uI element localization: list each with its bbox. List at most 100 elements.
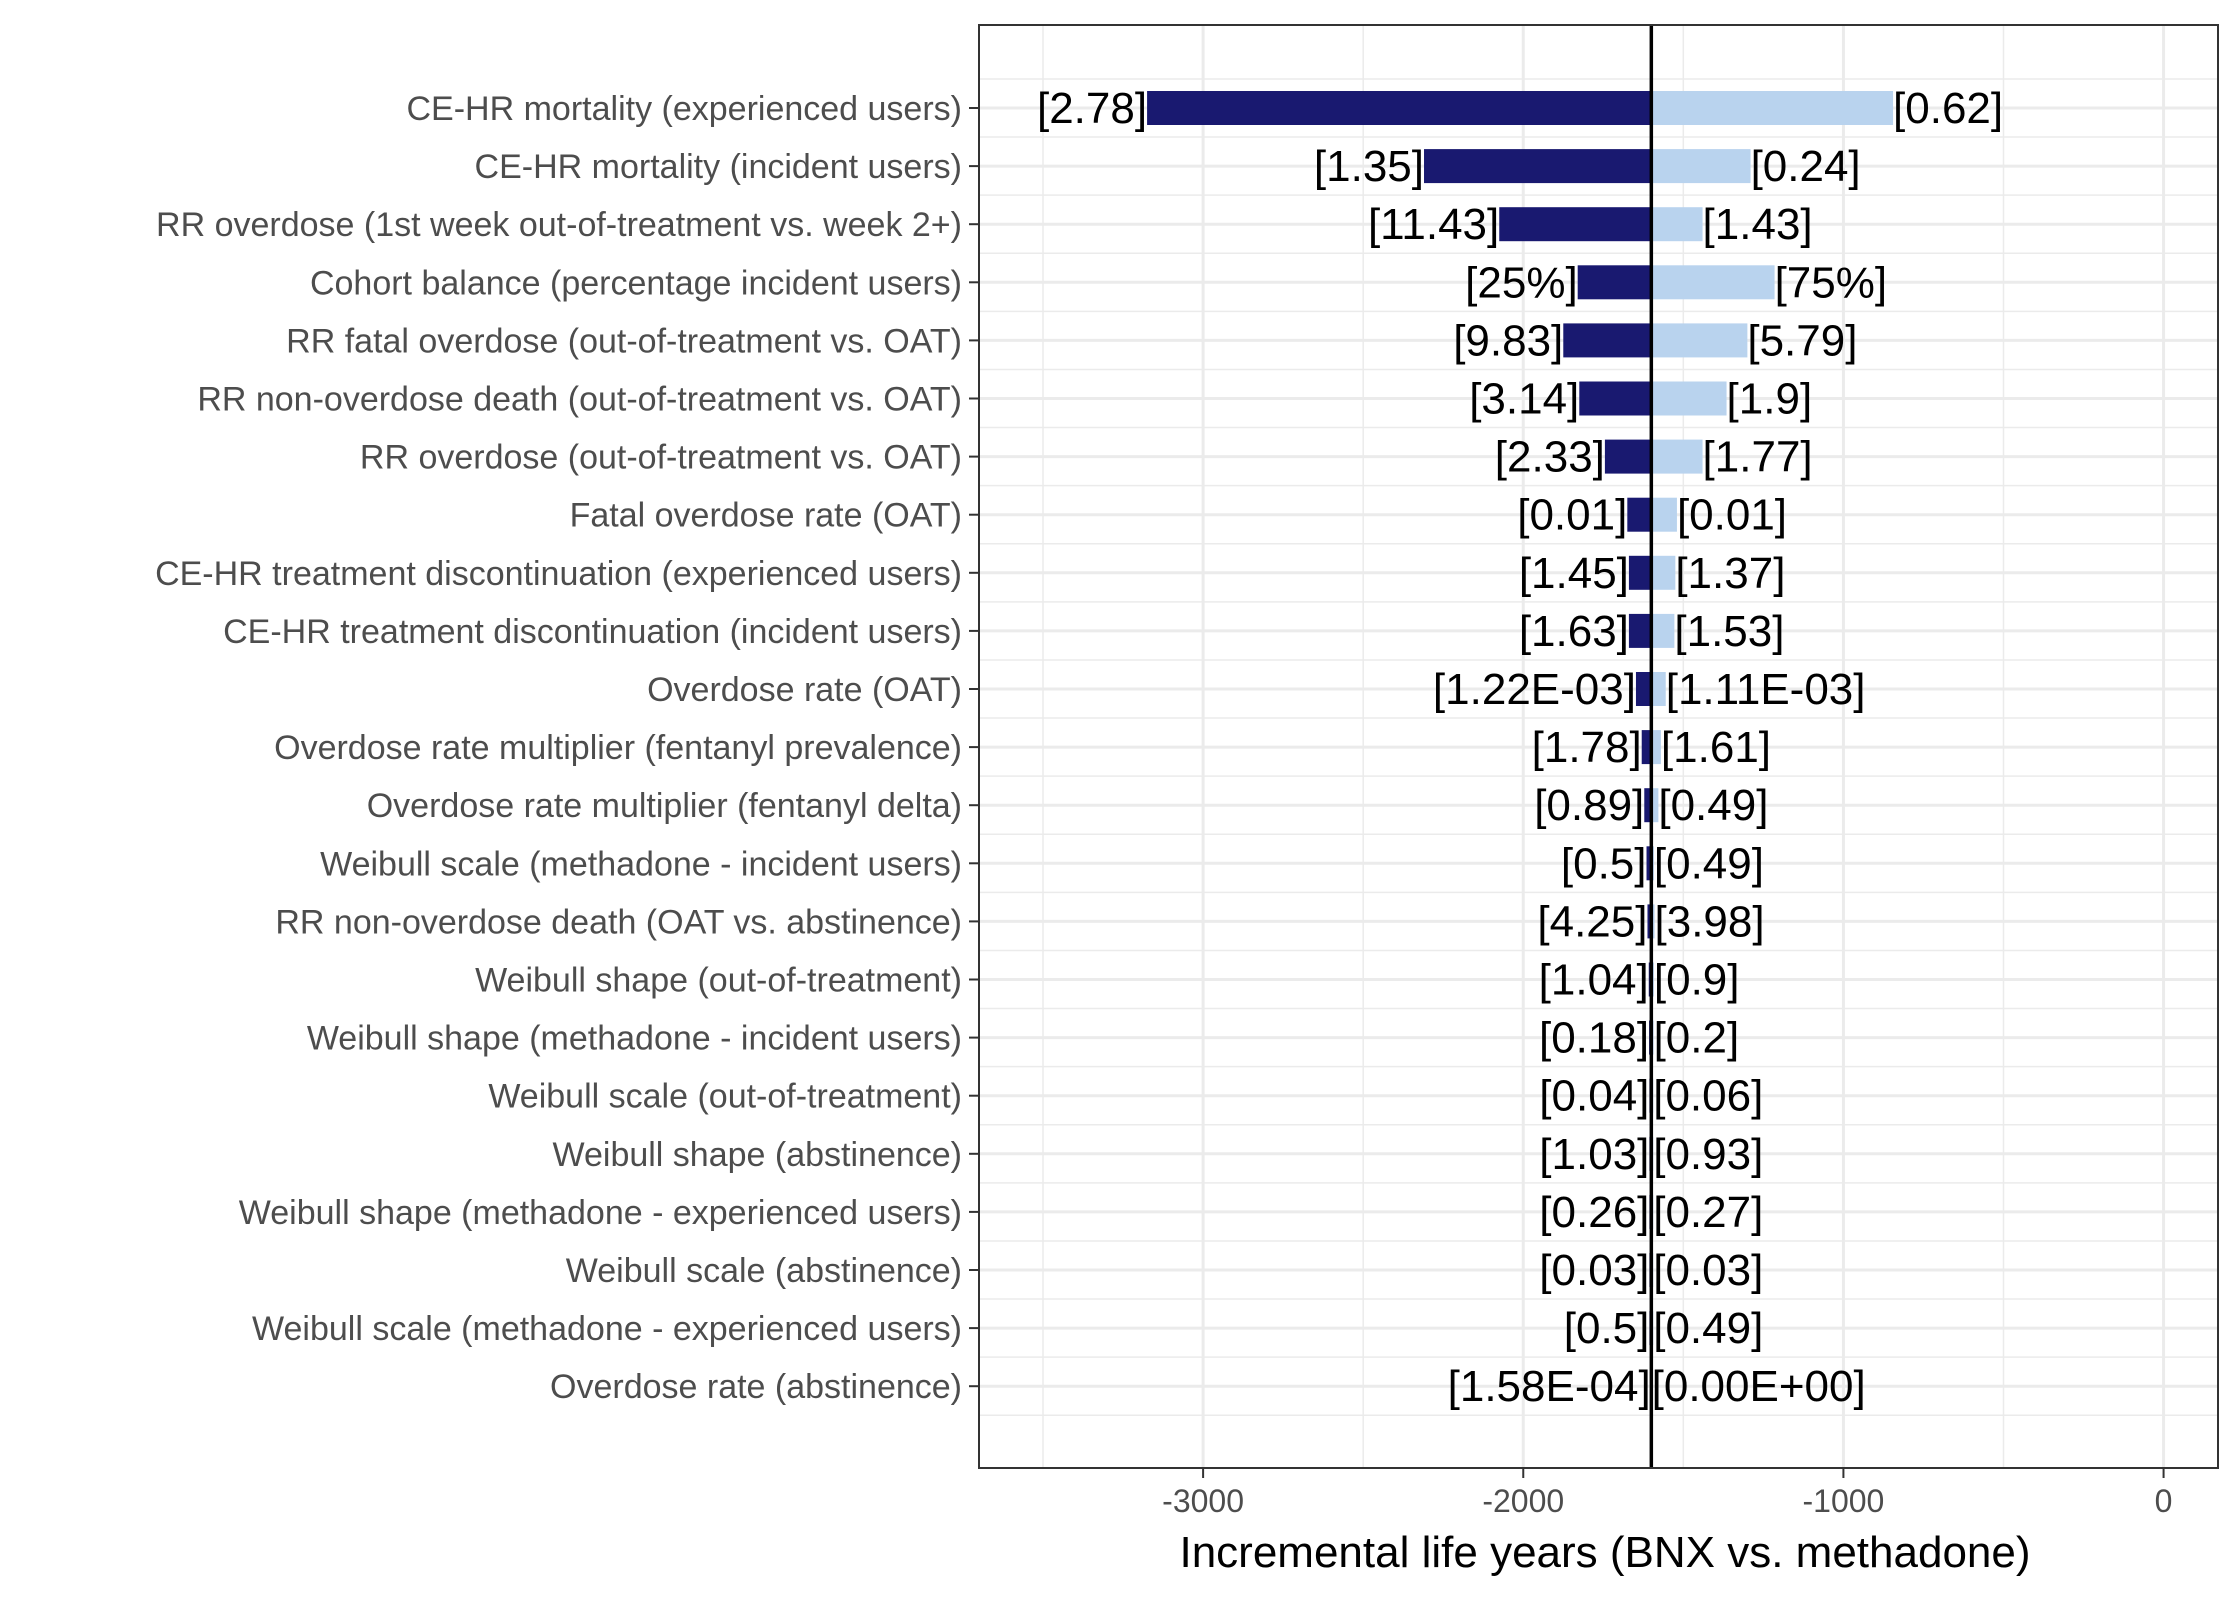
bar-high-label: [0.24] [1751, 142, 1861, 191]
bar-high-label: [0.00E+00] [1652, 1362, 1866, 1411]
x-axis: -3000 -2000 -1000 0 [1162, 1468, 2172, 1519]
bar-low-label: [25%] [1465, 258, 1578, 307]
bar-low-label: [0.5] [1561, 839, 1647, 888]
category-label: Weibull shape (out-of-treatment) [475, 962, 962, 1000]
bar-high [1651, 207, 1703, 242]
bar-low-label: [1.03] [1539, 1130, 1649, 1179]
bar-high-label: [0.01] [1677, 491, 1787, 540]
bar-low [1424, 149, 1652, 184]
bar-high-label: [0.2] [1654, 1014, 1740, 1063]
x-tick-label: -2000 [1482, 1483, 1564, 1519]
bar-low [1647, 904, 1652, 939]
bar-low-label: [0.26] [1539, 1188, 1649, 1237]
bar-low [1577, 265, 1652, 300]
bar-high [1651, 730, 1661, 765]
bar-high [1651, 497, 1677, 532]
bar-high-label: [1.9] [1727, 375, 1813, 424]
bar-high-label: [1.37] [1675, 549, 1785, 598]
category-label: RR non-overdose death (OAT vs. abstinenc… [275, 903, 962, 941]
category-label: Weibull scale (methadone - incident user… [320, 845, 962, 883]
bar-high [1651, 672, 1666, 706]
category-label: Weibull scale (out-of-treatment) [488, 1078, 962, 1116]
bar-low-label: [1.58E-04] [1448, 1362, 1651, 1411]
y-axis: CE-HR mortality (experienced users) CE-HR… [155, 90, 979, 1406]
bar-low-label: [2.78] [1037, 84, 1147, 133]
bar-low-label: [9.83] [1453, 316, 1563, 365]
bar-low-label: [1.78] [1532, 723, 1642, 772]
bar-low-label: [0.04] [1539, 1072, 1649, 1121]
bar-low [1628, 613, 1652, 648]
bar-high-label: [0.27] [1653, 1188, 1763, 1237]
category-label: Cohort balance (percentage incident user… [310, 264, 962, 302]
bar-low-label: [0.18] [1539, 1014, 1649, 1063]
category-label: RR fatal overdose (out-of-treatment vs. … [286, 322, 962, 360]
bar-low-label: [1.04] [1539, 956, 1649, 1005]
bar-high-label: [0.49] [1658, 781, 1768, 830]
bar-high [1651, 381, 1727, 416]
x-tick-label: -1000 [1802, 1483, 1884, 1519]
category-label: Overdose rate multiplier (fentanyl delta… [367, 787, 962, 825]
bar-low [1499, 207, 1652, 242]
bar-high-label: [0.03] [1653, 1246, 1763, 1295]
bar-high-label: [1.43] [1703, 200, 1813, 249]
category-label: Fatal overdose rate (OAT) [570, 497, 962, 535]
bar-high [1651, 91, 1894, 125]
category-label: Overdose rate (OAT) [647, 671, 962, 709]
bar-low-label: [1.63] [1519, 607, 1629, 656]
category-label: CE-HR treatment discontinuation (inciden… [223, 613, 962, 651]
bar-high-label: [0.62] [1893, 84, 2003, 133]
bar-low [1646, 846, 1652, 881]
bar-high-label: [0.06] [1653, 1072, 1763, 1121]
bar-value-labels: [2.78] [0.62] [1.35] [0.24] [11.43] [1.43] [25… [1037, 84, 2003, 1411]
bar-low [1627, 497, 1652, 532]
bar-high [1651, 265, 1775, 300]
bar-high-label: [3.98] [1655, 897, 1765, 946]
bar-high-label: [5.79] [1747, 316, 1857, 365]
category-label: Weibull shape (abstinence) [553, 1136, 963, 1174]
bar-low-label: [1.35] [1314, 142, 1424, 191]
bar-low [1641, 730, 1652, 765]
bar-high [1651, 788, 1659, 823]
bar-low-label: [0.5] [1564, 1304, 1650, 1353]
category-label: Overdose rate multiplier (fentanyl preva… [274, 729, 962, 767]
bar-high [1651, 613, 1675, 648]
category-label: Weibull shape (methadone - experienced u… [239, 1194, 962, 1232]
bar-high [1651, 439, 1703, 474]
x-axis-title: Incremental life years (BNX vs. methadon… [1179, 1528, 2030, 1577]
bar-high-label: [1.77] [1703, 433, 1813, 482]
bar-low-label: [1.45] [1519, 549, 1629, 598]
category-label: Weibull shape (methadone - incident user… [307, 1020, 962, 1058]
bar-high-label: [1.53] [1674, 607, 1784, 656]
bar-high-label: [0.49] [1653, 1304, 1763, 1353]
bar-high [1651, 555, 1676, 590]
bar-high [1651, 323, 1748, 358]
bar-low-label: [0.89] [1534, 781, 1644, 830]
category-label: CE-HR mortality (incident users) [475, 148, 962, 186]
bar-low [1604, 439, 1652, 474]
bar-low [1635, 672, 1652, 706]
bar-high-label: [1.11E-03] [1666, 665, 1866, 714]
bar-low-label: [2.33] [1495, 433, 1605, 482]
category-label: Weibull scale (methadone - experienced u… [252, 1310, 962, 1348]
bar-low-label: [1.22E-03] [1433, 665, 1636, 714]
bar-high-label: [0.93] [1653, 1130, 1763, 1179]
bar-low-label: [0.03] [1539, 1246, 1649, 1295]
bar-low [1579, 381, 1652, 416]
x-tick-label: 0 [2155, 1483, 2173, 1519]
bar-low [1563, 323, 1652, 358]
major-gridlines [979, 25, 2218, 1468]
category-label: Overdose rate (abstinence) [550, 1368, 962, 1406]
bar-low [1644, 788, 1652, 823]
category-label: Weibull scale (abstinence) [566, 1252, 962, 1290]
bar-low-label: [0.01] [1517, 491, 1627, 540]
bar-low-label: [11.43] [1368, 200, 1499, 249]
bar-high-label: [1.61] [1661, 723, 1771, 772]
bar-low-label: [4.25] [1537, 897, 1647, 946]
category-label: RR overdose (1st week out-of-treatment v… [156, 206, 962, 244]
category-label: CE-HR treatment discontinuation (experie… [155, 555, 962, 593]
category-label: CE-HR mortality (experienced users) [407, 90, 963, 128]
category-label: RR overdose (out-of-treatment vs. OAT) [360, 439, 962, 477]
x-tick-label: -3000 [1162, 1483, 1244, 1519]
bar-low-label: [3.14] [1469, 375, 1579, 424]
